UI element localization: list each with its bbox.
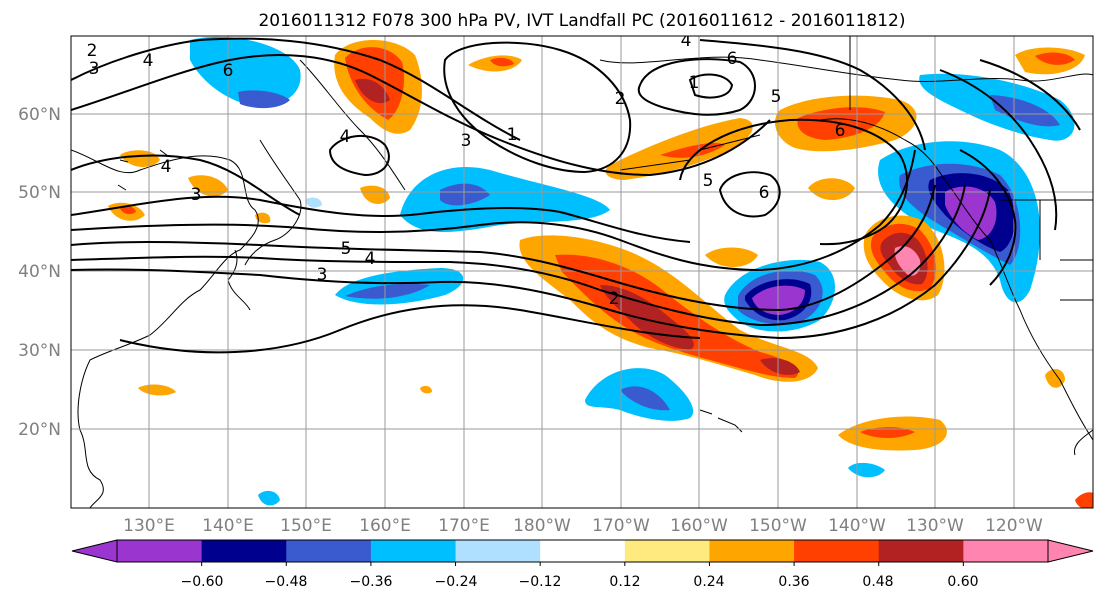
contour-labels: 2 3 4 6 4 3 4 1 3 5 4 3 2 6 2 5 6 1 5 6 …: [87, 31, 846, 309]
lon-label: 170°W: [592, 516, 650, 536]
contour-label: 5: [771, 87, 782, 107]
lon-label: 130°W: [906, 516, 964, 536]
ivt-contours: [71, 37, 1081, 354]
contour-label: 2: [87, 41, 98, 61]
colorbar-tick-label: 0.36: [778, 574, 809, 590]
contour-label: 3: [461, 131, 472, 151]
contour-label: 4: [340, 127, 351, 147]
lon-label: 150°E: [280, 516, 332, 536]
colorbar-frame: [116, 539, 1049, 563]
colorbar-segment: [540, 540, 626, 562]
colorbar-segment: [286, 540, 372, 562]
longitude-labels: 130°E 140°E 150°E 160°E 170°E 180°W 170°…: [123, 516, 1043, 536]
contour-label: 4: [143, 51, 154, 71]
lat-label: 30°N: [18, 341, 61, 361]
colorbar-extend-min: [71, 539, 118, 563]
colorbar-tick-label: 0.60: [947, 574, 978, 590]
colorbar-tick-label: −0.60: [181, 574, 224, 590]
colorbar-tick-label: 0.24: [693, 574, 724, 590]
colorbar-tick-label: 0.12: [609, 574, 640, 590]
contour-label: 2: [615, 89, 626, 109]
contour-label: 4: [365, 249, 376, 269]
colorbar-segment: [117, 540, 203, 562]
pv-region-gulf-alaska: [605, 118, 753, 180]
lat-label: 20°N: [18, 420, 61, 440]
lon-label: 170°E: [438, 516, 490, 536]
lon-label: 120°W: [985, 516, 1043, 536]
colorbar-ticks: −0.60 −0.48 −0.36 −0.24 −0.12 0.12 0.24 …: [181, 574, 979, 590]
colorbar-tick-label: 0.48: [862, 574, 893, 590]
colorbar-tick-label: −0.48: [265, 574, 308, 590]
contour-label: 6: [223, 61, 234, 81]
colorbar: [71, 539, 1094, 566]
lat-label: 40°N: [18, 262, 61, 282]
colorbar-tick-label: −0.36: [350, 574, 393, 590]
contour-label: 5: [341, 239, 352, 259]
graticule: [71, 36, 1093, 508]
contour-label: 3: [191, 185, 202, 205]
colorbar-segment: [709, 540, 795, 562]
lon-label: 160°W: [670, 516, 728, 536]
contour-label: 6: [727, 49, 738, 69]
lon-label: 130°E: [123, 516, 175, 536]
lat-label: 50°N: [18, 183, 61, 203]
contour-label: 2: [609, 289, 620, 309]
colorbar-segment: [370, 540, 457, 562]
lon-label: 140°E: [202, 516, 254, 536]
contour-label: 6: [835, 121, 846, 141]
colorbar-segment: [878, 540, 964, 562]
lon-label: 180°W: [513, 516, 571, 536]
colorbar-segment: [624, 540, 710, 562]
colorbar-extend-max: [1047, 539, 1094, 563]
lat-label: 60°N: [18, 105, 61, 125]
map-content: 2 3 4 6 4 3 4 1 3 5 4 3 2 6 2 5 6 1 5 6 …: [71, 31, 1093, 508]
pv-region-central-north: [400, 167, 610, 233]
colorbar-segment: [794, 540, 880, 562]
colorbar-segment: [455, 540, 541, 562]
contour-label: 1: [689, 73, 700, 93]
contour-label: 4: [681, 31, 692, 51]
contour-label: 6: [759, 183, 770, 203]
lon-label: 160°E: [359, 516, 411, 536]
contour-label: 4: [161, 157, 172, 177]
contour-label: 1: [507, 125, 518, 145]
colorbar-segment: [963, 540, 1049, 562]
latitude-labels: 60°N 50°N 40°N 30°N 20°N: [18, 105, 61, 440]
contour-label: 3: [317, 265, 328, 285]
colorbar-tick-label: −0.12: [519, 574, 562, 590]
colorbar-tick-label: −0.24: [435, 574, 478, 590]
lon-label: 150°W: [749, 516, 807, 536]
map-title: 2016011312 F078 300 hPa PV, IVT Landfall…: [258, 11, 905, 31]
colorbar-segment: [201, 540, 287, 562]
lon-label: 140°W: [828, 516, 886, 536]
contour-label: 5: [703, 171, 714, 191]
map-frame: [70, 35, 1094, 509]
contour-label: 3: [89, 59, 100, 79]
